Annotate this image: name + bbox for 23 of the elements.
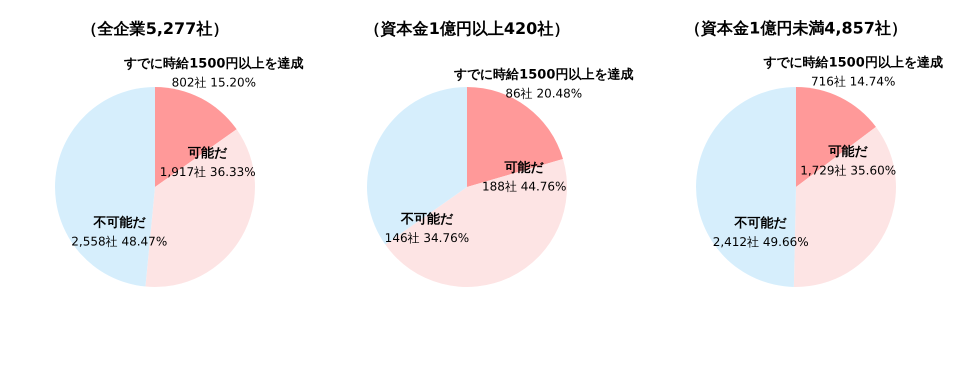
slice-label: 可能だ (828, 144, 869, 160)
chart-title: （資本金1億円以上420社） (364, 19, 570, 38)
data-label: 86社 20.48% (505, 86, 582, 101)
data-label: 188社 44.76% (482, 180, 566, 194)
data-label: 802社 15.20% (172, 75, 256, 90)
chart-title: （全企業5,277社） (82, 19, 228, 38)
pie-slice (385, 158, 567, 287)
data-label: 146社 34.76% (384, 230, 470, 245)
slice-label: すでに時給1500円以上を達成 (762, 55, 943, 70)
data-label: 2,412社 49.66% (712, 234, 809, 249)
data-label: 716社 14.74% (810, 74, 896, 88)
data-label: 1,917社 36.33% (160, 164, 256, 179)
slice-label: 不可能だ (92, 214, 146, 231)
chart-title: （資本金1億円未満4,857社） (685, 18, 907, 38)
data-label: 2,558社 48.47% (71, 234, 168, 249)
slice-label: 可能だ (187, 144, 228, 161)
slice-label: すでに時給1500円以上を達成 (123, 56, 304, 72)
data-label: 1,729社 35.60% (800, 164, 896, 178)
slice-label: 不可能だ (734, 214, 788, 231)
slice-label: すでに時給1500円以上を達成 (453, 68, 634, 83)
slice-label: 可能だ (504, 160, 545, 176)
slice-label: 不可能だ (400, 210, 454, 227)
pie-slice (367, 87, 467, 245)
